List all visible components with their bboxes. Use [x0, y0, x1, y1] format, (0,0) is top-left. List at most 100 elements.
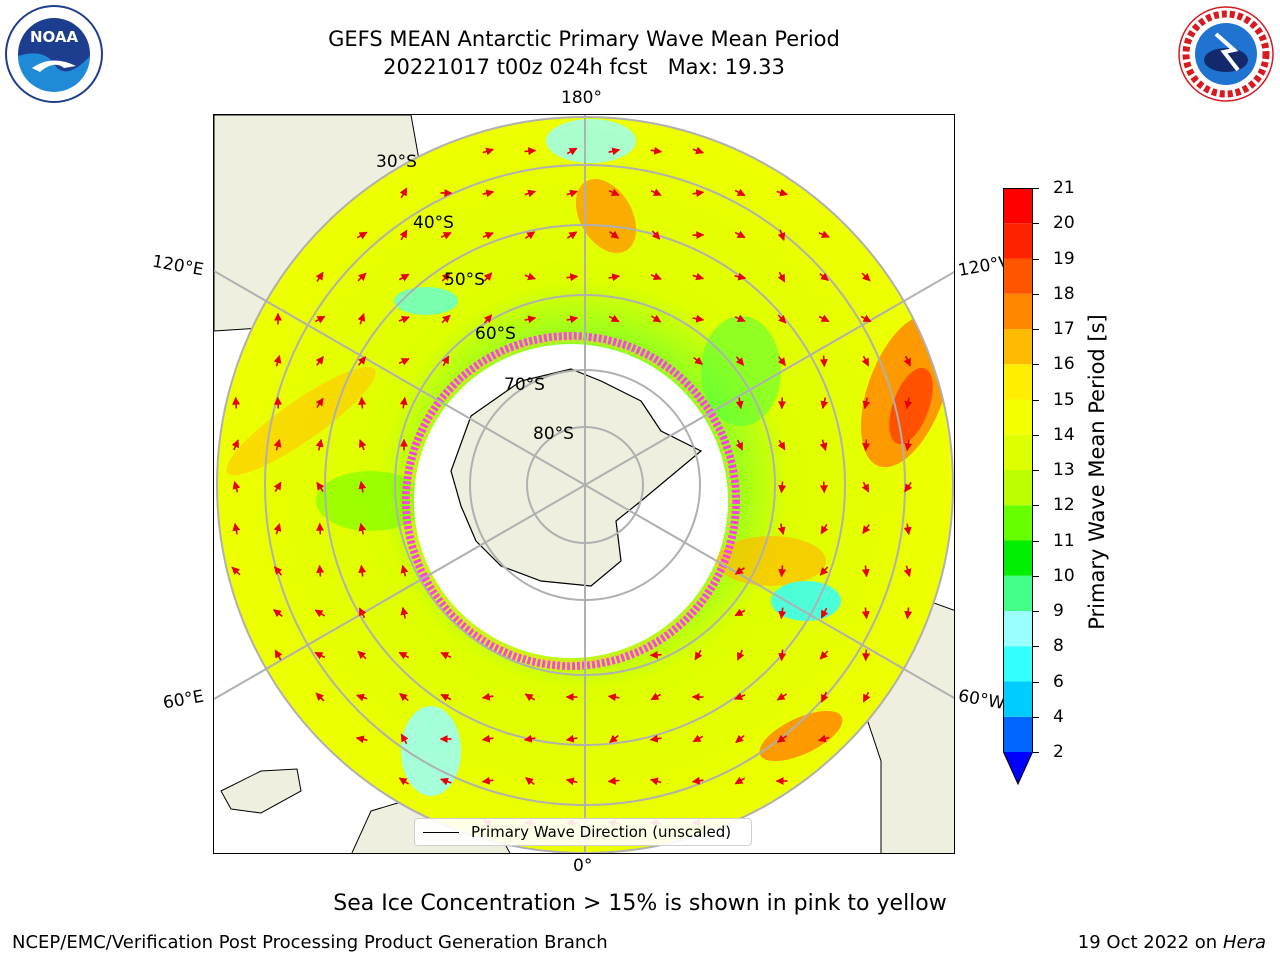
wave-direction-arrow: [399, 187, 408, 199]
wave-direction-arrow: [525, 231, 536, 240]
colorbar-tick-mark: [1033, 188, 1039, 189]
wave-direction-arrow: [273, 566, 283, 576]
colorbar-tick-mark: [1033, 293, 1039, 295]
wave-direction-arrow: [734, 272, 747, 281]
wave-direction-arrow: [777, 356, 786, 367]
wave-direction-arrow: [777, 523, 786, 536]
wave-direction-arrow: [440, 651, 452, 660]
wave-direction-arrow: [693, 356, 703, 366]
wave-direction-arrow: [820, 397, 829, 410]
wave-direction-arrow: [273, 438, 282, 451]
colorbar-tick-label: 2: [1053, 742, 1064, 762]
wave-direction-arrow: [273, 523, 282, 535]
colorbar-tick-label: 18: [1053, 283, 1075, 304]
wave-direction-arrow: [650, 188, 662, 197]
wave-direction-arrow: [399, 692, 409, 702]
wave-direction-arrow: [818, 314, 830, 323]
wave-direction-arrow: [608, 314, 620, 323]
wave-direction-arrow: [315, 271, 324, 283]
wave-direction-arrow: [776, 734, 787, 743]
wave-direction-arrow: [524, 189, 537, 198]
wave-direction-arrow: [525, 776, 535, 786]
wave-direction-arrow: [734, 314, 746, 322]
wave-direction-arrow: [777, 271, 786, 283]
wave-direction-arrow: [483, 272, 493, 282]
wave-direction-arrow: [398, 315, 410, 324]
wave-direction-arrow: [273, 354, 282, 367]
colorbar-bin: [1003, 716, 1033, 752]
wave-direction-arrow: [481, 692, 494, 701]
footer-host: Hera: [1222, 932, 1266, 953]
wave-direction-arrow: [481, 734, 494, 743]
colorbar-tick-mark: [1033, 611, 1039, 612]
wave-direction-arrow: [819, 272, 829, 282]
wave-direction-arrow: [903, 523, 912, 536]
wave-direction-arrow: [777, 314, 787, 324]
wave-direction-arrow: [608, 273, 621, 282]
wave-direction-arrow: [358, 396, 367, 409]
colorbar-tick-label: 14: [1053, 424, 1075, 445]
wave-direction-arrow: [862, 524, 871, 535]
svg-text:NOAA: NOAA: [30, 28, 79, 46]
wave-direction-arrow: [440, 231, 452, 240]
lon-label-120e: 120°E: [150, 251, 206, 281]
wave-direction-arrow: [649, 777, 662, 786]
wave-direction-arrow: [274, 649, 283, 661]
wave-direction-arrow: [734, 692, 746, 701]
wave-direction-arrow: [357, 272, 367, 282]
wave-direction-arrow: [358, 564, 367, 577]
colorbar-label: Primary Wave Mean Period [s]: [1085, 314, 1109, 630]
wave-direction-arrow: [817, 734, 830, 743]
wave-direction-arrow: [862, 439, 871, 452]
colorbar-tick-label: 9: [1053, 601, 1064, 621]
wave-direction-arrow: [524, 315, 537, 324]
antarctica-land: [450, 368, 703, 587]
wave-direction-arrow: [777, 439, 786, 451]
colorbar-bin: [1003, 399, 1033, 435]
wave-direction-arrow: [692, 314, 705, 323]
wave-direction-arrow: [820, 607, 829, 619]
wave-direction-arrow: [778, 649, 787, 662]
wave-direction-arrow: [736, 649, 745, 661]
wave-direction-arrow: [232, 396, 241, 409]
wave-direction-arrow: [650, 314, 662, 323]
colorbar-bin: [1003, 540, 1033, 576]
footer-credit: NCEP/EMC/Verification Post Processing Pr…: [12, 932, 608, 953]
lat-label-60s: 60°S: [475, 324, 516, 344]
colorbar-tick-mark: [1033, 434, 1039, 436]
wave-direction-arrow: [358, 480, 367, 493]
wave-direction-arrow: [776, 188, 789, 197]
wave-direction-arrow: [651, 230, 661, 240]
wave-direction-arrow: [734, 188, 746, 197]
wave-direction-arrow: [482, 147, 495, 156]
wave-direction-arrow: [273, 608, 283, 618]
colorbar-tick-label: 16: [1053, 354, 1075, 375]
chart-title: GEFS MEAN Antarctic Primary Wave Mean Pe…: [328, 27, 840, 51]
wave-direction-arrow: [314, 651, 326, 660]
wave-direction-arrow: [231, 566, 241, 576]
wave-direction-arrow: [734, 230, 746, 239]
wave-direction-arrow: [903, 565, 912, 578]
colorbar-tick-mark: [1033, 364, 1039, 366]
wave-direction-arrow: [315, 397, 324, 409]
wave-direction-arrow: [565, 777, 578, 786]
wave-direction-arrow: [316, 564, 325, 577]
legend-line-swatch: [423, 831, 459, 833]
wave-direction-arrow: [607, 693, 620, 702]
wave-direction-arrow: [650, 146, 663, 155]
madagascar-land: [220, 768, 302, 814]
wave-direction-arrow: [904, 397, 913, 410]
noaa-logo: NOAA: [4, 4, 104, 104]
wave-direction-arrow: [608, 147, 621, 156]
colorbar-tick-label: 11: [1053, 530, 1075, 551]
wave-direction-arrow: [650, 692, 662, 701]
wave-direction-arrow: [566, 315, 579, 324]
colorbar-tick-label: 15: [1053, 389, 1075, 410]
wave-direction-arrow: [315, 692, 325, 702]
wave-direction-arrow: [398, 651, 410, 660]
colorbar-tick-label: 19: [1053, 248, 1075, 269]
wave-direction-arrow: [819, 566, 829, 576]
wave-direction-arrow: [400, 733, 409, 745]
colorbar-tick-mark: [1033, 540, 1039, 542]
wave-direction-arrow: [734, 566, 745, 575]
